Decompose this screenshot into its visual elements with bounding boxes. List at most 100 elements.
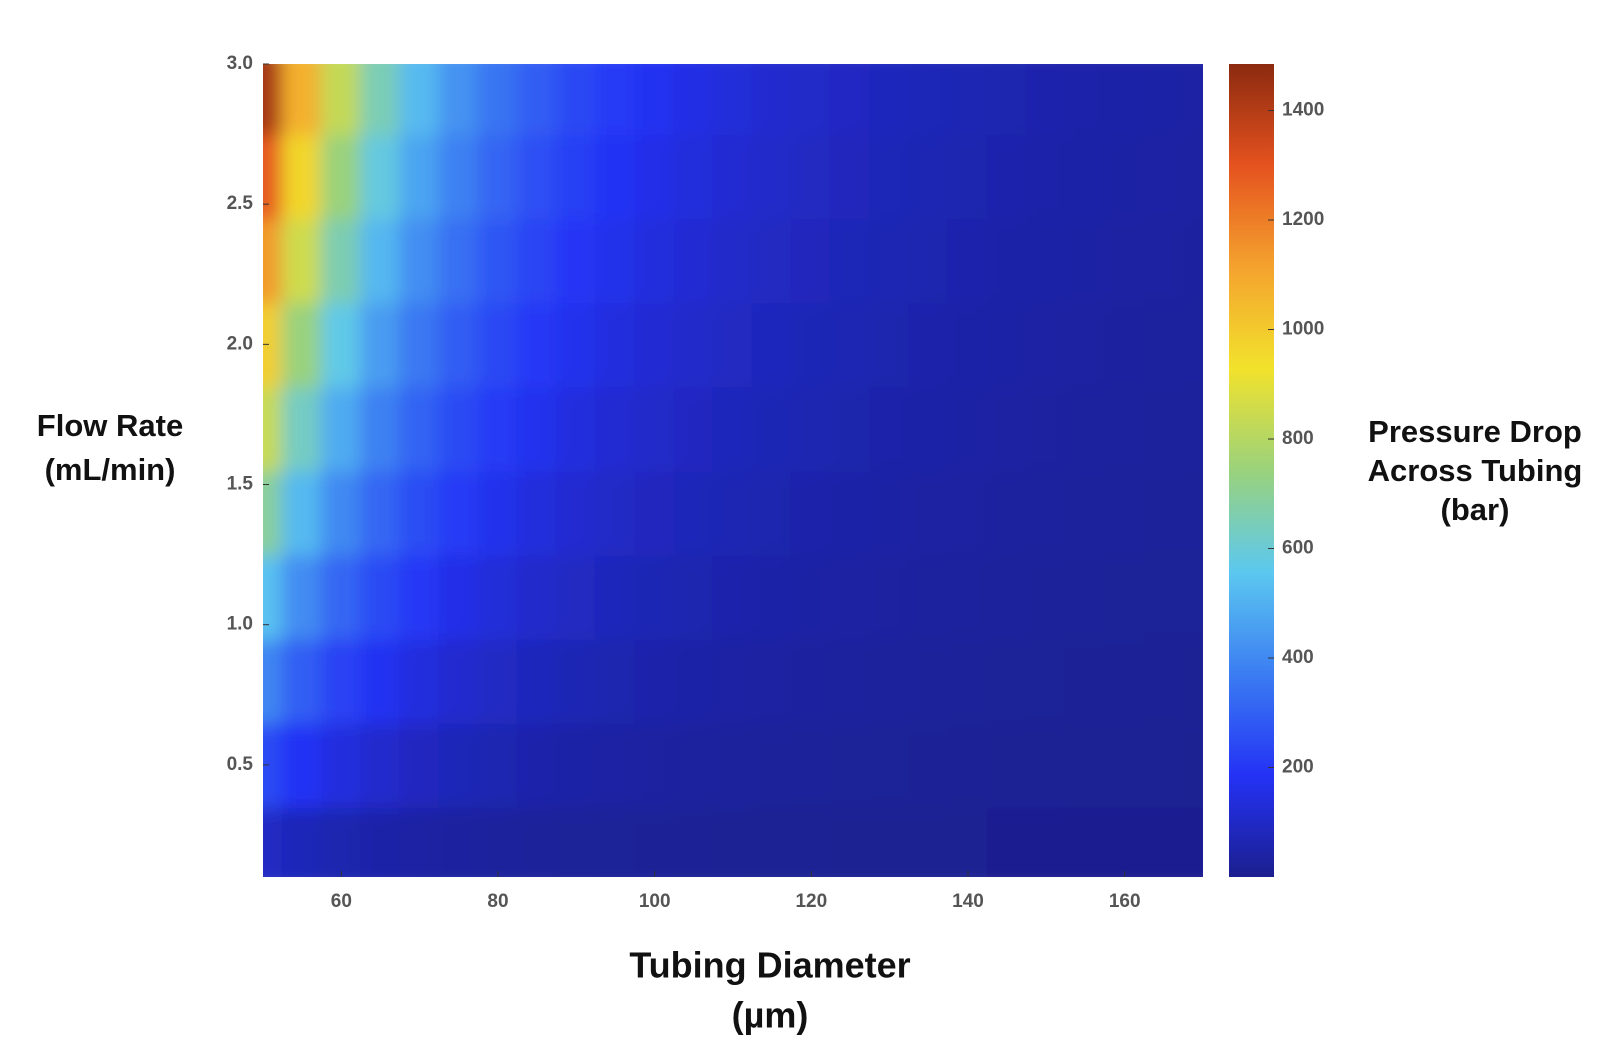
heatmap-cell bbox=[1182, 469, 1203, 556]
heatmap-cell bbox=[634, 553, 676, 640]
heatmap-cell bbox=[399, 469, 441, 556]
heatmap-cell bbox=[1025, 637, 1067, 724]
heatmap-cell bbox=[399, 805, 441, 877]
heatmap-cell bbox=[751, 553, 793, 640]
heatmap-cell bbox=[477, 301, 519, 388]
heatmap-cell bbox=[477, 469, 519, 556]
heatmap-cell bbox=[790, 133, 832, 220]
heatmap-cell bbox=[320, 805, 362, 877]
heatmap-cell bbox=[869, 469, 911, 556]
heatmap-cell bbox=[947, 217, 989, 304]
heatmap-cell bbox=[1064, 133, 1107, 220]
heatmap-cell bbox=[712, 637, 754, 724]
heatmap-cell bbox=[673, 301, 715, 388]
heatmap-cell bbox=[829, 301, 872, 388]
heatmap-cell bbox=[263, 721, 284, 808]
heatmap-cell bbox=[869, 637, 911, 724]
heatmap-cell bbox=[634, 637, 676, 724]
heatmap-cell bbox=[751, 469, 793, 556]
heatmap-cell bbox=[712, 133, 754, 220]
heatmap-cell bbox=[320, 637, 362, 724]
heatmap-cell bbox=[869, 553, 911, 640]
heatmap-cell bbox=[1182, 301, 1203, 388]
heatmap-cell bbox=[712, 385, 754, 472]
x-tick-label: 140 bbox=[952, 891, 984, 912]
heatmap-cell bbox=[634, 805, 676, 877]
heatmap-cell bbox=[399, 301, 441, 388]
colorbar-tick-label: 800 bbox=[1282, 428, 1314, 449]
heatmap-cell bbox=[751, 133, 793, 220]
x-axis-label: Tubing Diameter bbox=[629, 945, 910, 986]
heatmap-cell bbox=[829, 64, 872, 136]
heatmap-cell bbox=[555, 217, 597, 304]
heatmap-cell bbox=[1143, 217, 1185, 304]
heatmap-cell bbox=[320, 385, 362, 472]
heatmap-cell bbox=[1182, 385, 1203, 472]
heatmap-cell bbox=[594, 301, 637, 388]
heatmap-cell bbox=[829, 385, 872, 472]
heatmap-cell bbox=[555, 721, 597, 808]
heatmap-cell bbox=[438, 217, 480, 304]
heatmap-cell bbox=[594, 385, 637, 472]
heatmap-cell bbox=[908, 637, 950, 724]
heatmap-cell bbox=[829, 553, 872, 640]
heatmap-cell bbox=[1182, 637, 1203, 724]
heatmap-cell bbox=[281, 133, 323, 220]
heatmap-cell bbox=[320, 553, 362, 640]
heatmap-cell bbox=[438, 385, 480, 472]
colorbar-label: Across Tubing bbox=[1368, 453, 1583, 488]
y-axis-label: (mL/min) bbox=[45, 452, 176, 487]
heatmap-cell bbox=[555, 301, 597, 388]
heatmap-cell bbox=[477, 805, 519, 877]
heatmap-cell bbox=[1025, 64, 1067, 136]
heatmap-cell bbox=[634, 133, 676, 220]
heatmap-cell bbox=[263, 301, 284, 388]
heatmap-cell bbox=[359, 637, 402, 724]
heatmap-cell bbox=[1104, 469, 1146, 556]
heatmap-cell bbox=[281, 64, 323, 136]
heatmap-cell bbox=[634, 217, 676, 304]
heatmap-cell bbox=[516, 553, 558, 640]
heatmap-cell bbox=[594, 64, 637, 136]
heatmap-cell bbox=[263, 217, 284, 304]
heatmap-cell bbox=[320, 217, 362, 304]
heatmap-cell bbox=[594, 133, 637, 220]
heatmap-cell bbox=[634, 385, 676, 472]
heatmap-cell bbox=[790, 553, 832, 640]
heatmap-cell bbox=[986, 301, 1028, 388]
colorbar-tick-label: 1400 bbox=[1282, 100, 1324, 121]
heatmap-cell bbox=[1064, 553, 1107, 640]
heatmap-cell bbox=[359, 805, 402, 877]
heatmap-cell bbox=[1025, 553, 1067, 640]
heatmap-cell bbox=[1104, 133, 1146, 220]
heatmap-cell bbox=[1025, 805, 1067, 877]
heatmap-cell bbox=[320, 721, 362, 808]
heatmap-cell bbox=[908, 553, 950, 640]
heatmap-cell bbox=[263, 133, 284, 220]
heatmap-cell bbox=[986, 217, 1028, 304]
heatmap-cell bbox=[281, 469, 323, 556]
heatmap-cell bbox=[1025, 469, 1067, 556]
heatmap-cell bbox=[594, 217, 637, 304]
heatmap-cell bbox=[947, 637, 989, 724]
heatmap-cell bbox=[320, 469, 362, 556]
colorbar-tick-label: 1200 bbox=[1282, 209, 1324, 230]
heatmap-cell bbox=[1064, 637, 1107, 724]
heatmap-cell bbox=[908, 721, 950, 808]
heatmap-cell bbox=[751, 217, 793, 304]
heatmap-cell bbox=[281, 553, 323, 640]
heatmap-cell bbox=[399, 553, 441, 640]
heatmap-cell bbox=[1182, 133, 1203, 220]
heatmap-cell bbox=[359, 469, 402, 556]
heatmap-cell bbox=[947, 301, 989, 388]
heatmap-cell bbox=[673, 64, 715, 136]
heatmap-cell bbox=[1104, 721, 1146, 808]
heatmap-cell bbox=[1025, 301, 1067, 388]
heatmap-cell bbox=[751, 64, 793, 136]
heatmap-cell bbox=[673, 553, 715, 640]
heatmap-cell bbox=[1025, 385, 1067, 472]
heatmap-cell bbox=[516, 721, 558, 808]
heatmap-cell bbox=[555, 805, 597, 877]
heatmap-cell bbox=[790, 469, 832, 556]
heatmap-cell bbox=[320, 133, 362, 220]
